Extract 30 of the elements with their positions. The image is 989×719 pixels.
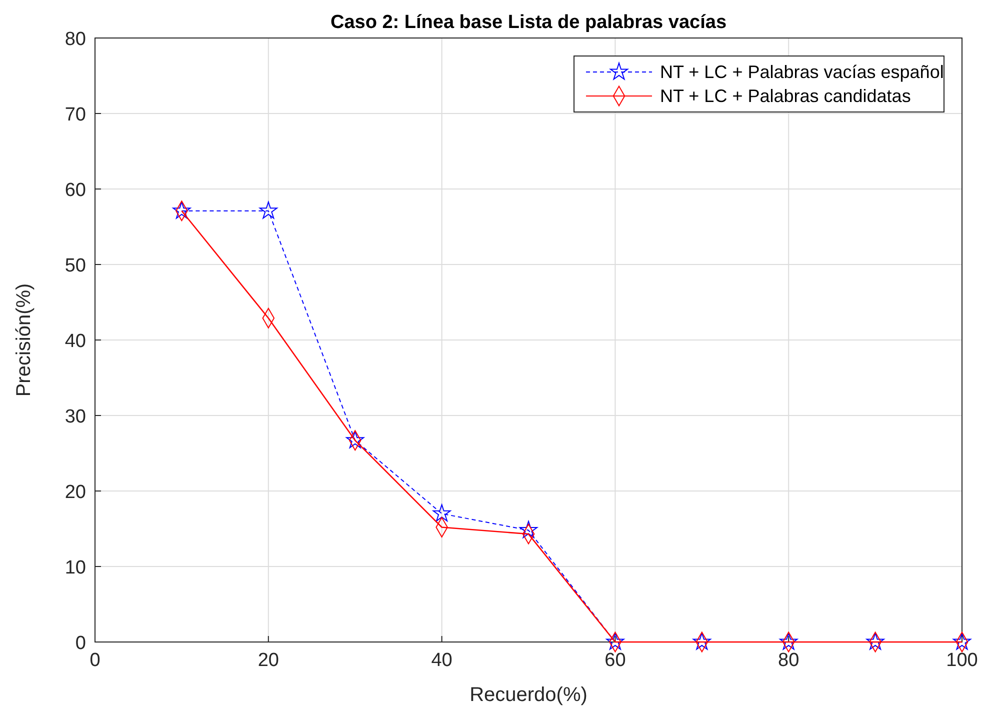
- legend-label: NT + LC + Palabras candidatas: [660, 86, 911, 106]
- x-tick-label: 60: [604, 650, 626, 671]
- y-tick-label: 0: [75, 633, 86, 654]
- y-tick-label: 10: [64, 558, 86, 578]
- y-tick-label: 60: [64, 180, 86, 201]
- y-tick-label: 40: [64, 331, 86, 352]
- y-tick-label: 70: [64, 104, 86, 126]
- point: [346, 430, 364, 448]
- point: [172, 201, 191, 219]
- point: [692, 632, 711, 650]
- chart-title: Caso 2: Línea base Lista de palabras vacías: [330, 12, 727, 33]
- x-axis-title: Recuerdo(%): [470, 684, 588, 706]
- point: [519, 520, 538, 538]
- y-axis-title: Precisión(%): [13, 283, 35, 397]
- x-tick-label: 80: [778, 650, 800, 671]
- point: [780, 632, 798, 650]
- x-tick-label: 20: [258, 650, 279, 671]
- x-tick-label: 40: [431, 650, 452, 671]
- y-tick-label: 20: [64, 482, 86, 503]
- point: [259, 201, 278, 219]
- point: [606, 632, 624, 650]
- legend-label: NT + LC + Palabras vacías español: [660, 62, 944, 82]
- x-tick-label: 100: [946, 650, 978, 671]
- y-tick-label: 50: [64, 256, 86, 276]
- y-tick-label: 80: [64, 29, 86, 50]
- point: [952, 632, 972, 650]
- x-tick-label: 0: [90, 650, 100, 671]
- y-tick-label: 30: [64, 406, 86, 428]
- point: [866, 632, 884, 650]
- point: [432, 504, 451, 522]
